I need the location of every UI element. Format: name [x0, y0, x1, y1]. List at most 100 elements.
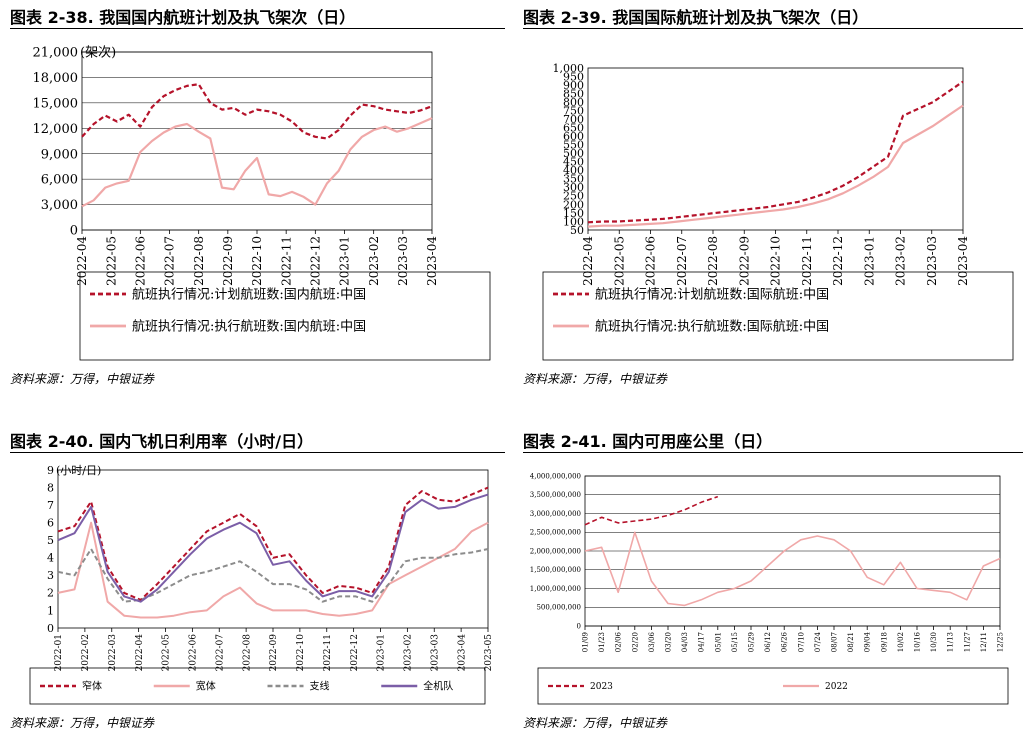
- y-tick-label: 12,000: [33, 122, 79, 137]
- series-line-2: [587, 104, 964, 228]
- y-tick-label: 1,000: [553, 62, 585, 75]
- title-rule: [523, 452, 1023, 453]
- x-tick-label: 2022-07: [675, 236, 689, 286]
- source-note: 资料来源：万得，中银证券: [523, 716, 668, 730]
- y-tick-label: 6,000: [41, 173, 78, 188]
- series-line-1: [584, 495, 719, 526]
- y-tick-label: 600: [563, 130, 584, 143]
- y-tick-label: 50: [570, 224, 584, 237]
- x-tick-label: 09/04: [864, 631, 872, 652]
- y-tick-label: 0: [70, 224, 78, 239]
- y-tick-label: 0: [577, 622, 581, 630]
- legend-box: [29, 667, 486, 705]
- x-tick-label: 2022-05: [162, 634, 172, 672]
- y-tick-label: 3: [47, 569, 54, 582]
- x-tick-label: 05/01: [714, 632, 722, 652]
- y-tick-label: 21,000: [33, 46, 79, 61]
- y-tick-label: 9: [47, 464, 54, 477]
- title-rule: [10, 28, 505, 29]
- legend-box: [537, 667, 1009, 705]
- y-tick-label: 900: [563, 79, 584, 92]
- y-tick-label: 150: [563, 207, 584, 220]
- y-tick-label: 9,000: [41, 147, 78, 162]
- y-tick-label: 3,500,000,000: [530, 491, 581, 499]
- x-tick-label: 2023-01: [377, 634, 387, 671]
- x-tick-label: 03/06: [648, 631, 656, 652]
- x-tick-label: 09/18: [880, 632, 888, 652]
- legend-label: 航班执行情况:执行航班数:国际航班:中国: [595, 319, 829, 335]
- y-tick-label: 450: [563, 156, 584, 169]
- y-tick-label: 3,000: [41, 198, 78, 213]
- x-tick-label: 2022-10: [769, 236, 783, 286]
- x-tick-label: 10/30: [930, 632, 938, 652]
- x-tick-label: 2022-07: [163, 236, 177, 286]
- chart-svg: 5010015020025030035040045050055060065070…: [542, 62, 1014, 361]
- x-tick-label: 2022-12: [350, 634, 360, 671]
- y-tick-label: 250: [563, 190, 584, 203]
- x-tick-label: 2022-11: [800, 236, 814, 286]
- x-tick-label: 06/26: [781, 631, 789, 652]
- x-tick-label: 2022-08: [706, 236, 720, 286]
- y-tick-label: 400: [563, 164, 584, 177]
- x-tick-label: 2023-02: [367, 236, 381, 286]
- x-tick-label: 2022-02: [81, 634, 91, 671]
- source-note: 资料来源：万得，中银证券: [523, 372, 668, 386]
- x-tick-label: 08/07: [830, 632, 838, 652]
- y-tick-label: 2,000,000,000: [530, 547, 581, 555]
- y-tick-label: 100: [563, 215, 584, 228]
- unit-label: (小时/日): [56, 464, 101, 477]
- unit-label: (架次): [80, 45, 116, 61]
- chart-title: 图表 2-39. 我国国际航班计划及执飞架次（日）: [523, 8, 869, 27]
- x-tick-label: 2023-04: [425, 236, 439, 286]
- x-tick-label: 11/27: [963, 632, 971, 652]
- x-tick-label: 01/09: [581, 632, 589, 652]
- series-line-2: [57, 521, 489, 619]
- series-line-2: [584, 531, 1001, 607]
- y-tick-label: 6: [47, 517, 54, 530]
- legend-box: [79, 271, 491, 361]
- x-tick-label: 08/21: [847, 632, 855, 652]
- series-line-1: [81, 83, 433, 140]
- legend-label: 2023: [590, 682, 613, 692]
- x-tick-label: 2022-04: [135, 634, 145, 672]
- x-tick-label: 2023-03: [430, 634, 440, 672]
- x-tick-label: 11/13: [947, 632, 955, 652]
- y-tick-label: 500: [563, 147, 584, 160]
- y-tick-label: 3,000,000,000: [530, 510, 581, 518]
- y-tick-label: 0: [47, 622, 54, 635]
- x-tick-label: 2023-04: [956, 236, 970, 286]
- x-tick-label: 10/02: [897, 632, 905, 652]
- legend-label: 宽体: [196, 680, 216, 693]
- x-tick-label: 2022-11: [323, 634, 333, 671]
- legend-label: 窄体: [82, 680, 102, 693]
- y-tick-label: 5: [47, 534, 54, 547]
- x-tick-label: 04/03: [681, 632, 689, 652]
- chart-panel-domestic-flights: 图表 2-38. 我国国内航班计划及执飞架次（日） 0 3,000 6,000 9,0…: [10, 4, 505, 394]
- x-tick-label: 2022-05: [612, 236, 626, 286]
- y-tick-label: 350: [563, 173, 584, 186]
- plot-frame: [81, 51, 433, 231]
- x-tick-label: 2023-04: [457, 634, 467, 672]
- x-tick-label: 2022-12: [831, 236, 845, 286]
- x-tick-label: 2022-01: [54, 634, 64, 671]
- y-tick-label: 750: [563, 104, 584, 117]
- y-tick-label: 950: [563, 70, 584, 83]
- x-tick-label: 2022-07: [215, 634, 225, 672]
- y-tick-label: 8: [47, 481, 54, 494]
- x-tick-label: 2022-12: [309, 236, 323, 286]
- y-tick-label: 850: [563, 87, 584, 100]
- y-tick-label: 2: [47, 587, 54, 600]
- chart-panel-seat-km: 图表 2-41. 国内可用座公里（日） 0 500,000,000 1,000,00…: [523, 428, 1023, 736]
- chart-panel-aircraft-utilization: 图表 2-40. 国内飞机日利用率（小时/日） 0 1 2 3 4 5 6 7 8 9 (小时/日)…: [10, 428, 505, 736]
- chart-title: 图表 2-38. 我国国内航班计划及执飞架次（日）: [10, 8, 356, 27]
- x-tick-label: 03/20: [664, 632, 672, 652]
- x-tick-label: 2023-05: [484, 634, 494, 672]
- x-tick-label: 2022-04: [581, 236, 595, 286]
- x-tick-label: 04/17: [698, 632, 706, 652]
- y-tick-label: 300: [563, 181, 584, 194]
- y-tick-label: 800: [563, 96, 584, 109]
- legend-box: [542, 271, 1014, 361]
- legend-label: 全机队: [423, 680, 453, 693]
- x-tick-label: 2022-03: [108, 634, 118, 672]
- x-tick-label: 2022-04: [75, 236, 89, 286]
